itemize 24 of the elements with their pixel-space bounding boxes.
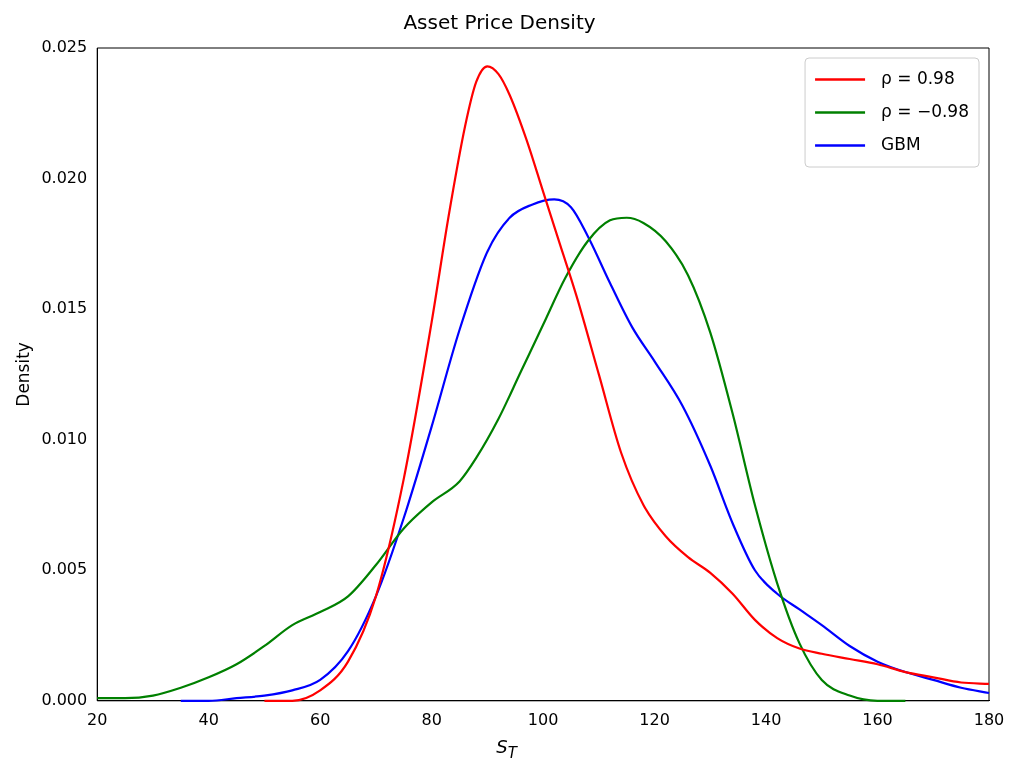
- x-tick-label: 120: [639, 709, 670, 729]
- y-tick-label: 0.000: [41, 689, 88, 709]
- line-series: [263, 65, 991, 702]
- chart-title: Asset Price Density: [403, 10, 596, 35]
- y-tick-label: 0.005: [41, 559, 88, 579]
- line-series: [179, 198, 991, 702]
- y-tick-label: 0.020: [41, 167, 88, 187]
- x-tick-label: 140: [750, 709, 782, 729]
- x-tick-label: 60: [309, 709, 331, 729]
- x-tick-label: 160: [862, 709, 893, 729]
- y-tick-label: 0.025: [41, 37, 88, 57]
- y-tick-label: 0.010: [41, 428, 88, 448]
- x-tick-label: 180: [973, 709, 1005, 729]
- x-tick-label: 80: [421, 709, 442, 729]
- legend-label: ρ = 0.98: [881, 67, 955, 88]
- legend-label: ρ = −0.98: [881, 100, 970, 121]
- x-tick-label: 100: [527, 709, 559, 729]
- y-tick-label: 0.015: [41, 298, 88, 318]
- legend-label: GBM: [881, 133, 921, 154]
- line-series: [96, 216, 907, 702]
- x-axis-title: S$_{T}$: [495, 736, 519, 762]
- x-tick-label: 40: [198, 709, 219, 729]
- y-axis-title: Density: [12, 342, 33, 407]
- x-tick-label: 20: [87, 709, 108, 729]
